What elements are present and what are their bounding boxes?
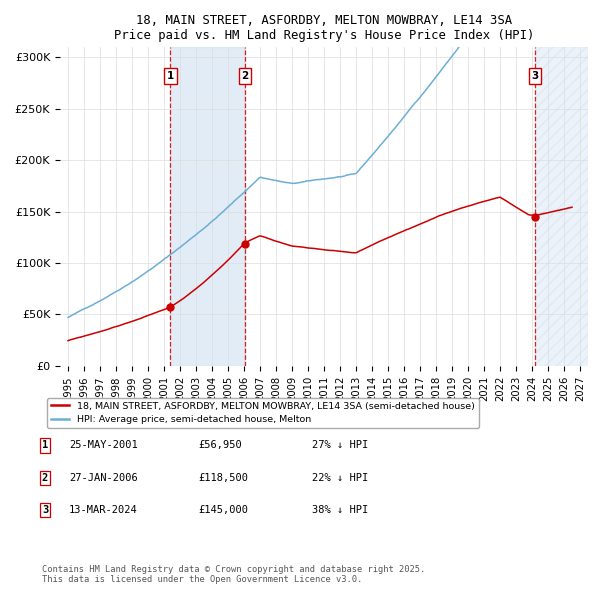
Bar	[170, 47, 245, 366]
Text: £145,000: £145,000	[198, 506, 248, 515]
Text: 3: 3	[42, 506, 48, 515]
Text: £56,950: £56,950	[198, 441, 242, 450]
Text: 25-MAY-2001: 25-MAY-2001	[69, 441, 138, 450]
Text: 22% ↓ HPI: 22% ↓ HPI	[312, 473, 368, 483]
Text: 1: 1	[42, 441, 48, 450]
Title: 18, MAIN STREET, ASFORDBY, MELTON MOWBRAY, LE14 3SA
Price paid vs. HM Land Regis: 18, MAIN STREET, ASFORDBY, MELTON MOWBRA…	[114, 14, 534, 42]
Text: 2: 2	[241, 71, 249, 81]
Text: 27-JAN-2006: 27-JAN-2006	[69, 473, 138, 483]
Text: Contains HM Land Registry data © Crown copyright and database right 2025.
This d: Contains HM Land Registry data © Crown c…	[42, 565, 425, 584]
Legend: 18, MAIN STREET, ASFORDBY, MELTON MOWBRAY, LE14 3SA (semi-detached house), HPI: : 18, MAIN STREET, ASFORDBY, MELTON MOWBRA…	[47, 398, 479, 428]
Text: 13-MAR-2024: 13-MAR-2024	[69, 506, 138, 515]
Text: 3: 3	[532, 71, 539, 81]
Text: 27% ↓ HPI: 27% ↓ HPI	[312, 441, 368, 450]
Text: 1: 1	[167, 71, 174, 81]
Text: £118,500: £118,500	[198, 473, 248, 483]
Text: 38% ↓ HPI: 38% ↓ HPI	[312, 506, 368, 515]
Bar	[535, 47, 588, 366]
Text: 2: 2	[42, 473, 48, 483]
